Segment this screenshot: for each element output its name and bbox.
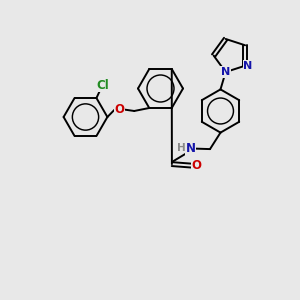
Text: N: N [244, 61, 253, 71]
Text: H: H [176, 143, 185, 153]
Text: Cl: Cl [96, 79, 109, 92]
Text: N: N [221, 67, 230, 77]
Text: O: O [191, 159, 202, 172]
Text: O: O [114, 103, 124, 116]
Text: N: N [185, 142, 196, 155]
